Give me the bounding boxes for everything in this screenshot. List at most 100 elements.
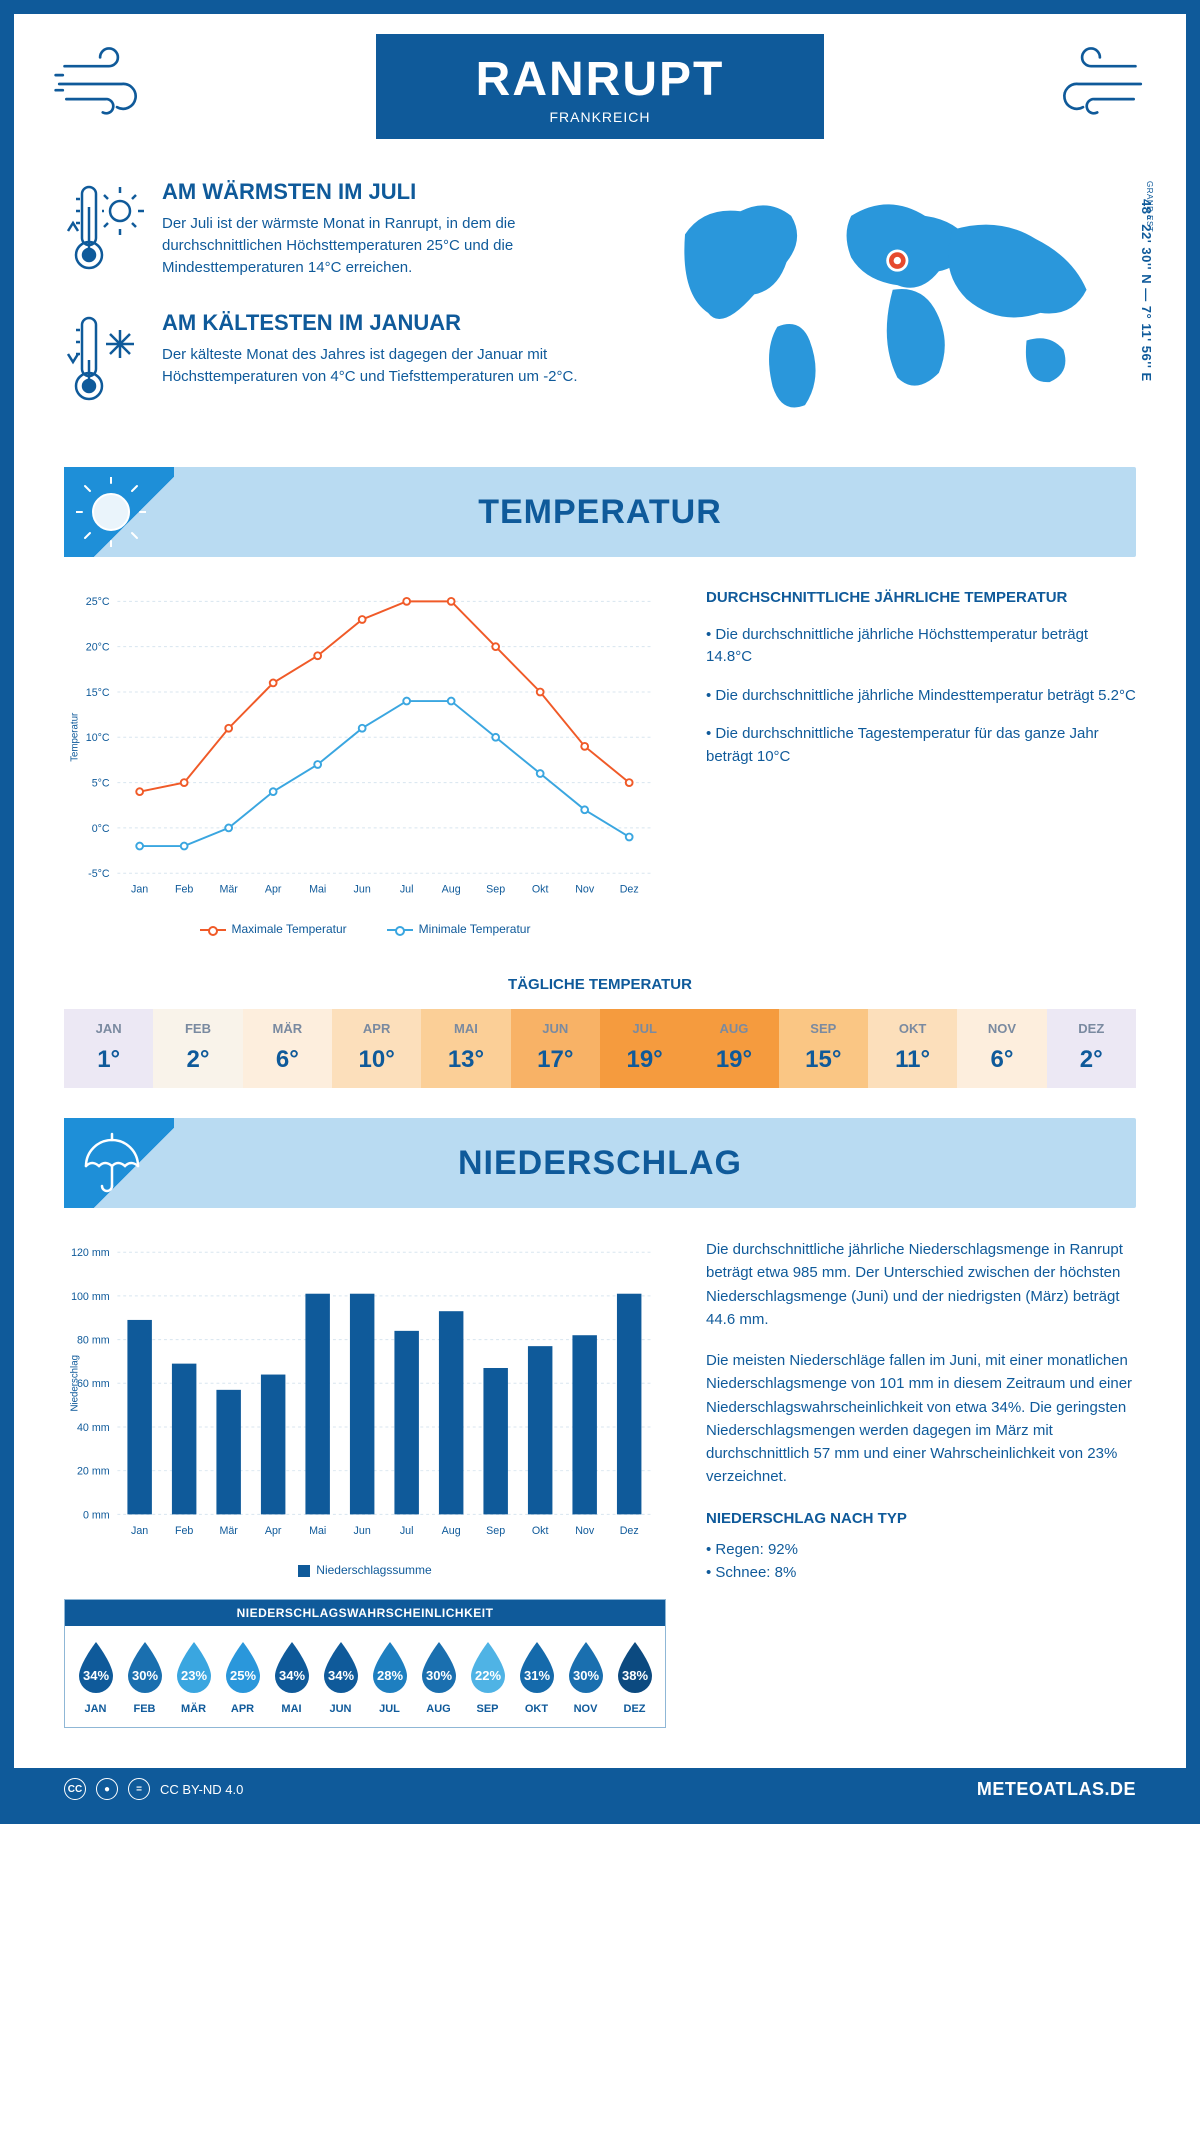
precip-chart: 0 mm20 mm40 mm60 mm80 mm100 mm120 mmJanF… xyxy=(64,1238,666,1548)
temperature-chart: -5°C0°C5°C10°C15°C20°C25°CJanFebMärAprMa… xyxy=(64,587,666,936)
warmest-block: AM WÄRMSTEN IM JULI Der Juli ist der wär… xyxy=(64,179,610,284)
site-name: METEOATLAS.DE xyxy=(977,1779,1136,1800)
probability-drop: 25% APR xyxy=(220,1640,265,1715)
intro-section: AM WÄRMSTEN IM JULI Der Juli ist der wär… xyxy=(14,149,1186,461)
daily-cell: MAI13° xyxy=(421,1009,510,1088)
probability-drop: 30% NOV xyxy=(563,1640,608,1715)
svg-text:20°C: 20°C xyxy=(86,642,110,654)
probability-drop: 28% JUL xyxy=(367,1640,412,1715)
svg-text:Temperatur: Temperatur xyxy=(70,712,81,762)
daily-cell: SEP15° xyxy=(779,1009,868,1088)
license-text: CC BY-ND 4.0 xyxy=(160,1782,243,1797)
temperature-section-header: TEMPERATUR xyxy=(64,467,1136,557)
svg-text:10°C: 10°C xyxy=(86,732,110,744)
title-banner: RANRUPT FRANKREICH xyxy=(376,34,825,139)
probability-drop: 34% JUN xyxy=(318,1640,363,1715)
legend-min: Minimale Temperatur xyxy=(419,922,531,936)
temperature-body: -5°C0°C5°C10°C15°C20°C25°CJanFebMärAprMa… xyxy=(14,557,1186,966)
warmest-text: Der Juli ist der wärmste Monat in Ranrup… xyxy=(162,213,610,278)
svg-text:Feb: Feb xyxy=(175,1525,193,1537)
daily-cell: AUG19° xyxy=(689,1009,778,1088)
precip-type-rain: • Regen: 92% xyxy=(706,1538,1136,1561)
svg-text:Aug: Aug xyxy=(442,1525,461,1537)
daily-cell: JUL19° xyxy=(600,1009,689,1088)
svg-text:34%: 34% xyxy=(327,1668,353,1683)
svg-text:Jan: Jan xyxy=(131,884,148,896)
daily-cell: JUN17° xyxy=(511,1009,600,1088)
svg-text:Aug: Aug xyxy=(442,884,461,896)
nd-icon: = xyxy=(128,1778,150,1800)
warmest-title: AM WÄRMSTEN IM JULI xyxy=(162,179,610,205)
svg-text:Okt: Okt xyxy=(532,884,549,896)
world-map xyxy=(640,179,1136,419)
country-subtitle: FRANKREICH xyxy=(476,109,725,125)
svg-text:25%: 25% xyxy=(229,1668,255,1683)
temperature-summary: DURCHSCHNITTLICHE JÄHRLICHE TEMPERATUR •… xyxy=(706,587,1136,936)
svg-text:31%: 31% xyxy=(523,1668,549,1683)
svg-text:80 mm: 80 mm xyxy=(77,1334,110,1346)
daily-temp-grid: JAN1°FEB2°MÄR6°APR10°MAI13°JUN17°JUL19°A… xyxy=(64,1009,1136,1088)
svg-text:Mär: Mär xyxy=(219,1525,238,1537)
cc-icon: CC xyxy=(64,1778,86,1800)
daily-cell: NOV6° xyxy=(957,1009,1046,1088)
svg-text:0 mm: 0 mm xyxy=(83,1509,110,1521)
temp-summary-heading: DURCHSCHNITTLICHE JÄHRLICHE TEMPERATUR xyxy=(706,587,1136,610)
precip-body: 0 mm20 mm40 mm60 mm80 mm100 mm120 mmJanF… xyxy=(14,1208,1186,1758)
thermometer-snow-icon xyxy=(64,310,144,415)
daily-cell: APR10° xyxy=(332,1009,421,1088)
svg-text:60 mm: 60 mm xyxy=(77,1378,110,1390)
svg-text:Mai: Mai xyxy=(309,1525,326,1537)
precip-p2: Die meisten Niederschläge fallen im Juni… xyxy=(706,1349,1136,1489)
daily-cell: JAN1° xyxy=(64,1009,153,1088)
precip-type-heading: NIEDERSCHLAG NACH TYP xyxy=(706,1507,1136,1530)
svg-text:38%: 38% xyxy=(621,1668,647,1683)
probability-drop: 38% DEZ xyxy=(612,1640,657,1715)
probability-drop: 22% SEP xyxy=(465,1640,510,1715)
coordinates-label: 48° 22' 30'' N — 7° 11' 56'' E xyxy=(1139,199,1154,382)
intro-text-column: AM WÄRMSTEN IM JULI Der Juli ist der wär… xyxy=(64,179,610,441)
precip-p1: Die durchschnittliche jährliche Niedersc… xyxy=(706,1238,1136,1331)
svg-text:Nov: Nov xyxy=(575,884,595,896)
world-map-column: GRAND EST 48° 22' 30'' N — 7° 11' 56'' E xyxy=(640,179,1136,441)
svg-text:28%: 28% xyxy=(376,1668,402,1683)
svg-text:Mai: Mai xyxy=(309,884,326,896)
by-icon: ● xyxy=(96,1778,118,1800)
daily-cell: DEZ2° xyxy=(1047,1009,1136,1088)
precip-text: Die durchschnittliche jährliche Niedersc… xyxy=(706,1238,1136,1728)
svg-text:23%: 23% xyxy=(180,1668,206,1683)
svg-text:Feb: Feb xyxy=(175,884,193,896)
precip-legend-label: Niederschlagssumme xyxy=(316,1563,431,1577)
probability-drop: 31% OKT xyxy=(514,1640,559,1715)
precip-type-snow: • Schnee: 8% xyxy=(706,1561,1136,1584)
sun-icon xyxy=(76,477,146,552)
svg-text:Sep: Sep xyxy=(486,884,505,896)
svg-text:Jul: Jul xyxy=(400,884,414,896)
svg-text:5°C: 5°C xyxy=(92,777,110,789)
footer: CC ● = CC BY-ND 4.0 METEOATLAS.DE xyxy=(14,1768,1186,1810)
precip-left: 0 mm20 mm40 mm60 mm80 mm100 mm120 mmJanF… xyxy=(64,1238,666,1728)
svg-text:Apr: Apr xyxy=(265,884,282,896)
header: RANRUPT FRANKREICH xyxy=(14,14,1186,149)
svg-text:100 mm: 100 mm xyxy=(71,1291,110,1303)
svg-text:-5°C: -5°C xyxy=(88,868,110,880)
svg-text:Apr: Apr xyxy=(265,1525,282,1537)
svg-text:25°C: 25°C xyxy=(86,596,110,608)
daily-cell: MÄR6° xyxy=(243,1009,332,1088)
svg-text:Dez: Dez xyxy=(620,1525,639,1537)
coldest-title: AM KÄLTESTEN IM JANUAR xyxy=(162,310,610,336)
legend-max: Maximale Temperatur xyxy=(232,922,347,936)
svg-text:Jul: Jul xyxy=(400,1525,414,1537)
temp-bullet: • Die durchschnittliche Tagestemperatur … xyxy=(706,723,1136,768)
daily-temp-title: TÄGLICHE TEMPERATUR xyxy=(14,976,1186,993)
svg-text:Niederschlag: Niederschlag xyxy=(70,1355,81,1412)
wind-icon xyxy=(1036,44,1146,129)
probability-drop: 30% AUG xyxy=(416,1640,461,1715)
probability-drop: 30% FEB xyxy=(122,1640,167,1715)
svg-text:Dez: Dez xyxy=(620,884,639,896)
city-title: RANRUPT xyxy=(476,52,725,107)
precip-title: NIEDERSCHLAG xyxy=(458,1144,742,1183)
svg-text:20 mm: 20 mm xyxy=(77,1466,110,1478)
svg-text:120 mm: 120 mm xyxy=(71,1247,110,1259)
svg-text:15°C: 15°C xyxy=(86,687,110,699)
map-marker-icon xyxy=(886,250,908,272)
